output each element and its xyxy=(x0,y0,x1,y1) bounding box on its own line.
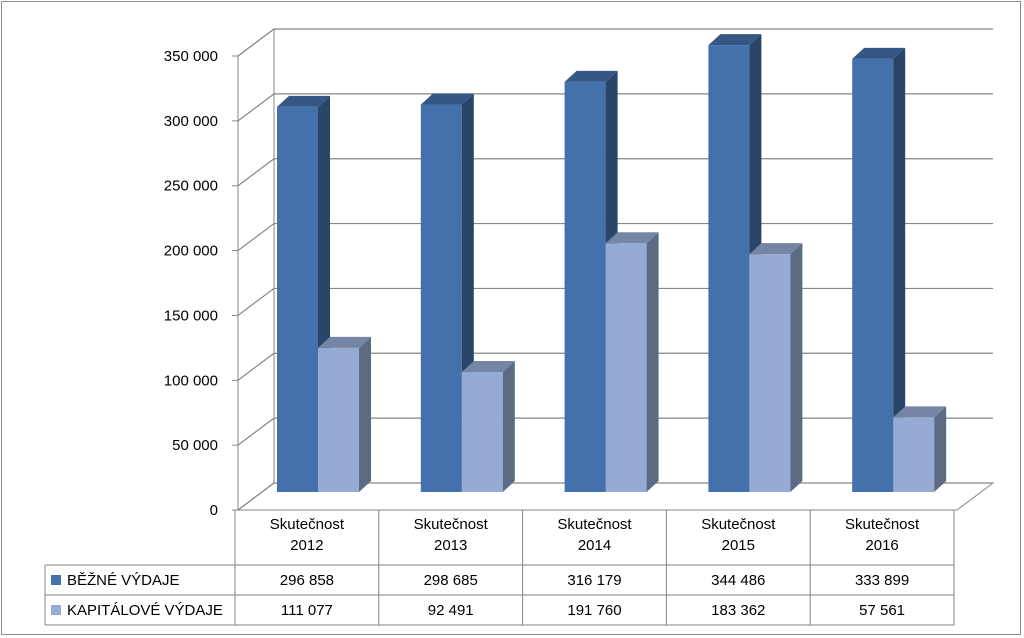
data-label: 296 858 xyxy=(280,572,334,589)
data-label: 92 491 xyxy=(428,602,474,619)
y-tick-label: 250 000 xyxy=(164,178,218,195)
y-tick-label: 350 000 xyxy=(164,48,218,65)
y-tick-label: 150 000 xyxy=(164,307,218,324)
bar xyxy=(318,336,371,492)
y-tick-label: 300 000 xyxy=(164,113,218,130)
bar-side xyxy=(790,243,803,492)
legend-key xyxy=(51,575,61,585)
bar-top xyxy=(277,95,330,107)
bar xyxy=(749,243,803,492)
gridline xyxy=(237,28,993,57)
bar-side xyxy=(646,232,659,492)
data-label: 298 685 xyxy=(424,572,478,589)
bar-front xyxy=(605,243,647,492)
bar xyxy=(852,47,906,493)
bar xyxy=(564,70,618,492)
bar-front xyxy=(708,45,750,493)
bar-side xyxy=(934,406,947,492)
x-category-label: Skutečnost 2012 xyxy=(270,516,345,554)
data-table: Skutečnost 2012 Skutečnost 2013 Skutečnost 20… xyxy=(44,509,955,626)
x-category-label: Skutečnost 2016 xyxy=(845,516,920,554)
data-label: 333 899 xyxy=(855,572,909,589)
bar-front xyxy=(318,347,359,492)
data-label: 344 486 xyxy=(711,572,765,589)
bar-top xyxy=(461,361,515,373)
legend-series-name: BĚŽNÉ VÝDAJE xyxy=(67,572,180,589)
bar-side xyxy=(893,47,906,493)
bar-top xyxy=(564,70,618,82)
x-category-label: Skutečnost 2015 xyxy=(701,516,776,554)
y-tick-label: 200 000 xyxy=(164,243,218,260)
x-category-label: Skutečnost 2013 xyxy=(414,516,489,554)
bar-front xyxy=(852,58,894,493)
bar-front xyxy=(420,104,462,492)
bar-side xyxy=(359,336,371,492)
bar-top xyxy=(708,34,762,46)
bar-top xyxy=(605,232,659,244)
legend-series-name: KAPITÁLOVÉ VÝDAJE xyxy=(67,602,223,619)
bar-top xyxy=(749,243,803,255)
legend-key xyxy=(51,605,61,615)
bar-front xyxy=(749,254,791,492)
bar-side xyxy=(502,361,515,492)
bar-front xyxy=(893,417,935,492)
bar-front xyxy=(277,106,318,492)
bar-top xyxy=(852,47,906,59)
data-label: 316 179 xyxy=(567,572,621,589)
bar-top xyxy=(893,406,947,418)
data-label: 191 760 xyxy=(567,602,621,619)
data-label: 183 362 xyxy=(711,602,765,619)
bar xyxy=(893,406,947,492)
side-wall xyxy=(237,28,275,511)
bar-front xyxy=(564,81,606,492)
y-axis-tick-labels: 0 50 000 100 000 150 000 200 000 250 000 300 0… xyxy=(164,48,218,519)
y-tick-label: 0 xyxy=(210,502,218,519)
bar xyxy=(605,232,659,492)
y-tick-label: 100 000 xyxy=(164,372,218,389)
data-label: 111 077 xyxy=(281,602,333,619)
bar-top xyxy=(318,336,371,348)
bar-top xyxy=(420,93,474,105)
x-category-label: Skutečnost 2014 xyxy=(557,516,632,554)
bar xyxy=(461,361,515,492)
bars xyxy=(277,34,947,493)
bar xyxy=(277,95,330,492)
data-label: 57 561 xyxy=(859,602,905,619)
y-tick-label: 50 000 xyxy=(172,437,218,454)
bar-front xyxy=(461,372,503,492)
